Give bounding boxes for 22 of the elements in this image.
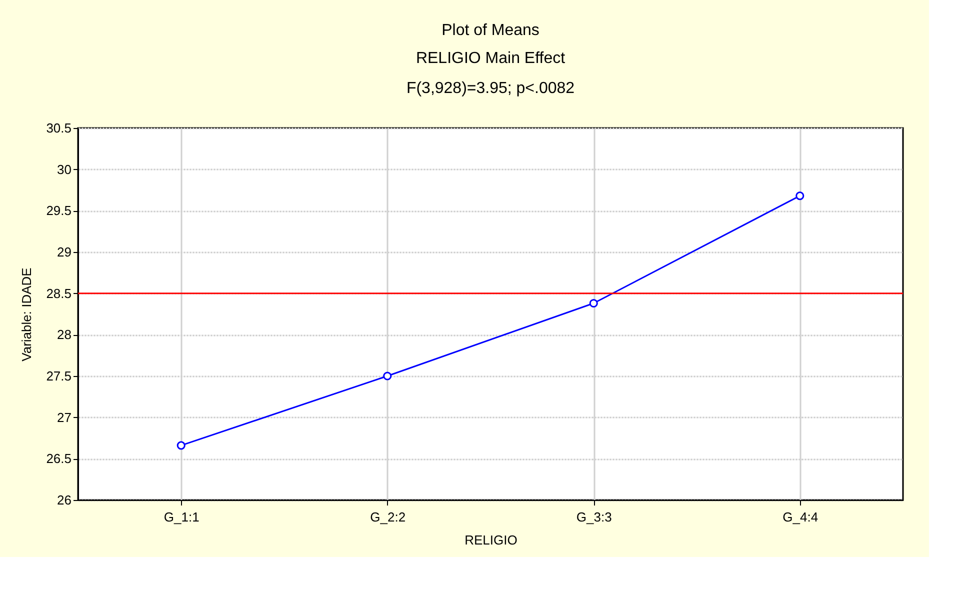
y-tick-label: 27.5 [46, 368, 72, 384]
point [796, 192, 804, 200]
y-tick-label: 26.5 [46, 451, 72, 466]
point [383, 372, 392, 380]
y-tick-label: 30 [57, 162, 72, 177]
y-tick-label: 29 [57, 244, 72, 260]
x-tick-label: G_4:4 [782, 510, 818, 524]
chart-title: Plot of Means [442, 22, 540, 39]
x-tick-label: G_3:3 [576, 510, 612, 524]
x-axis-title: RELIGIO [464, 532, 518, 548]
y-tick-label: 27 [57, 410, 72, 425]
y-axis-title: Variable: IDADE [19, 267, 34, 362]
x-tick-label: G_2:2 [370, 510, 406, 524]
y-tick-label: 28.5 [46, 286, 72, 301]
point [176, 441, 186, 450]
y-tick-label: 26 [57, 492, 72, 508]
point [589, 298, 598, 308]
y-tick-label: 28 [57, 327, 72, 342]
y-tick-label: 29.5 [46, 203, 72, 218]
y-tick-label: 30.5 [46, 120, 72, 136]
chart-subtitle: RELIGIO Main Effect F(3,928)=3.95; p<.0082 [406, 50, 575, 97]
x-tick-label: G_1:1 [164, 510, 200, 524]
